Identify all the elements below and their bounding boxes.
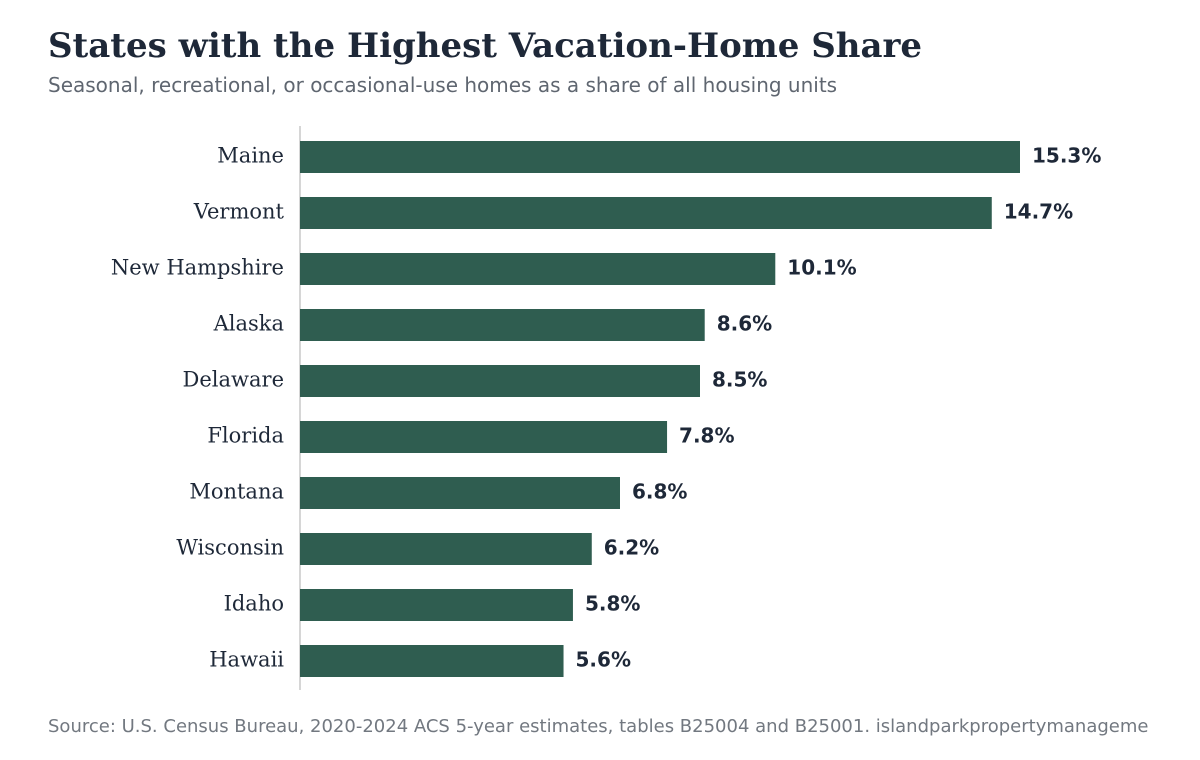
bar: [300, 365, 700, 397]
bar: [300, 421, 668, 453]
value-label: 8.6%: [717, 312, 772, 336]
bar: [300, 197, 992, 229]
chart-title: States with the Highest Vacation-Home Sh…: [48, 26, 922, 66]
bar: [300, 477, 620, 509]
value-label: 5.8%: [585, 592, 640, 616]
value-label: 14.7%: [1004, 200, 1073, 224]
category-label: Delaware: [183, 368, 284, 392]
value-label: 6.8%: [632, 480, 687, 504]
category-label: New Hampshire: [111, 256, 284, 280]
category-label: Maine: [217, 144, 284, 168]
bar: [300, 309, 705, 341]
category-label: Idaho: [224, 592, 284, 616]
category-label: Alaska: [213, 312, 284, 336]
category-label: Vermont: [193, 200, 285, 224]
value-label: 6.2%: [604, 536, 659, 560]
chart-subtitle: Seasonal, recreational, or occasional-us…: [48, 73, 837, 97]
value-label: 10.1%: [787, 256, 856, 280]
value-label: 7.8%: [679, 424, 734, 448]
bar: [300, 141, 1020, 173]
bar: [300, 589, 573, 621]
category-label: Florida: [207, 424, 284, 448]
value-label: 5.6%: [576, 648, 631, 672]
bar: [300, 645, 564, 677]
bar: [300, 253, 776, 285]
source-note: Source: U.S. Census Bureau, 2020-2024 AC…: [48, 716, 1148, 737]
category-label: Wisconsin: [176, 536, 284, 560]
value-label: 8.5%: [712, 368, 767, 392]
category-label: Montana: [189, 480, 284, 504]
category-label: Hawaii: [209, 648, 284, 672]
bar: [300, 533, 592, 565]
value-label: 15.3%: [1032, 144, 1101, 168]
